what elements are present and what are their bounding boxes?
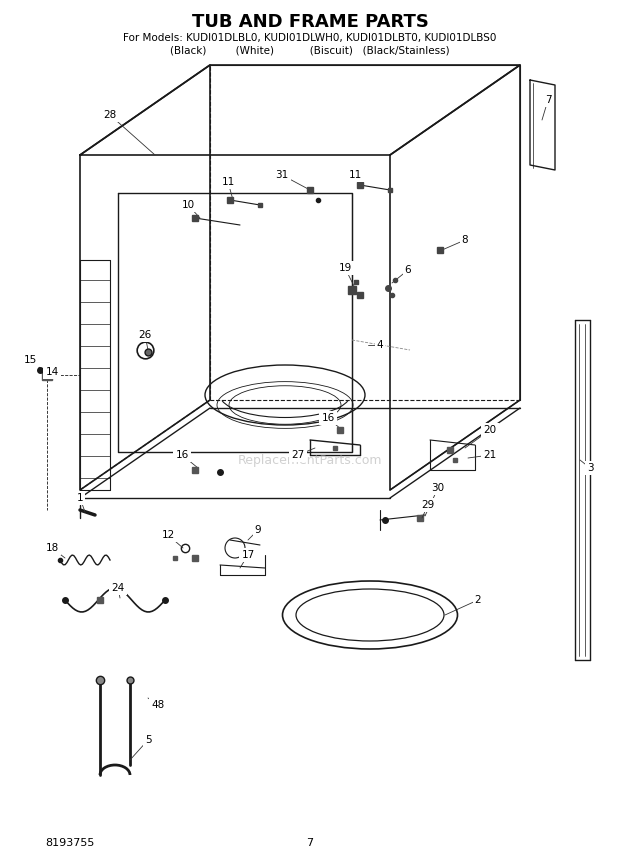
Text: 1: 1 (77, 493, 83, 503)
Text: 29: 29 (422, 500, 435, 510)
Text: 28: 28 (104, 110, 117, 120)
Text: 5: 5 (144, 735, 151, 745)
Text: 9: 9 (255, 525, 261, 535)
Text: For Models: KUDI01DLBL0, KUDI01DLWH0, KUDI01DLBT0, KUDI01DLBS0: For Models: KUDI01DLBL0, KUDI01DLWH0, KU… (123, 33, 497, 43)
Text: 2: 2 (475, 595, 481, 605)
Text: 31: 31 (275, 170, 289, 180)
Text: 16: 16 (321, 413, 335, 423)
Text: 6: 6 (405, 265, 411, 275)
Text: 26: 26 (138, 330, 152, 340)
Text: (Black)         (White)           (Biscuit)   (Black/Stainless): (Black) (White) (Biscuit) (Black/Stainle… (170, 45, 450, 55)
Text: TUB AND FRAME PARTS: TUB AND FRAME PARTS (192, 13, 428, 31)
Text: 7: 7 (306, 838, 314, 848)
Text: 8: 8 (462, 235, 468, 245)
Text: 19: 19 (339, 263, 352, 273)
Text: 10: 10 (182, 200, 195, 210)
Text: 4: 4 (377, 340, 383, 350)
Text: 20: 20 (484, 425, 497, 435)
Text: 30: 30 (432, 483, 445, 493)
Text: 14: 14 (45, 367, 59, 377)
Text: 16: 16 (175, 450, 188, 460)
Text: 11: 11 (221, 177, 234, 187)
Text: 15: 15 (24, 355, 37, 365)
Text: 48: 48 (151, 700, 165, 710)
Text: 24: 24 (112, 583, 125, 593)
Text: 11: 11 (348, 170, 361, 180)
Text: 8193755: 8193755 (45, 838, 94, 848)
Text: ReplacementParts.com: ReplacementParts.com (237, 454, 383, 467)
Text: 3: 3 (587, 463, 593, 473)
Text: 27: 27 (291, 450, 304, 460)
Text: 18: 18 (45, 543, 59, 553)
Text: 7: 7 (545, 95, 551, 105)
Text: 21: 21 (484, 450, 497, 460)
Text: 12: 12 (161, 530, 175, 540)
Text: 17: 17 (241, 550, 255, 560)
